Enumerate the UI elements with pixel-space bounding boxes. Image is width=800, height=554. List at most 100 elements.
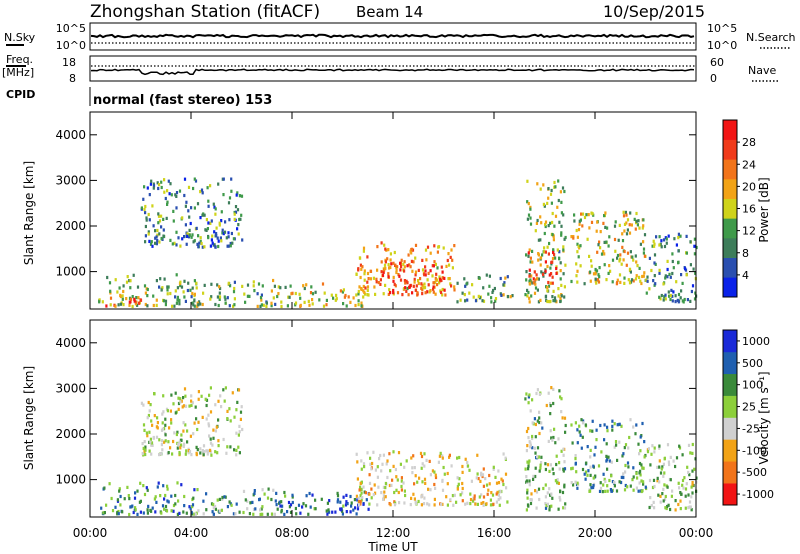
data-cell [551,438,554,442]
data-cell [618,422,621,426]
data-cell [464,502,467,506]
data-cell [628,435,631,440]
data-cell [541,253,544,257]
data-cell [461,470,464,474]
data-cell [559,498,562,502]
data-cell [663,244,667,249]
data-cell [211,443,214,447]
data-cell [491,493,495,497]
data-cell [193,292,196,296]
data-cell [234,512,237,516]
data-cell [655,235,658,239]
data-cell [143,492,147,497]
data-cell [389,469,392,473]
data-cell [362,249,365,253]
data-cell [400,479,403,483]
data-cell [205,228,208,232]
data-cell [411,269,414,273]
data-cell [664,506,667,510]
data-cell [597,243,600,247]
data-cell [399,278,403,282]
data-cell [233,303,236,307]
data-cell [387,275,390,279]
data-cell [686,465,689,469]
data-cell [229,244,232,248]
data-cell [564,502,567,506]
data-cell [418,476,421,480]
data-cell [336,498,340,502]
data-cell [366,285,370,289]
data-cell [529,205,532,209]
data-cell [416,291,419,295]
data-cell [547,252,550,256]
data-cell [536,455,539,459]
data-cell [277,292,280,296]
data-cell [181,405,184,409]
data-cell [552,248,555,252]
data-cell [556,205,559,209]
data-cell [485,502,488,506]
data-cell [675,243,678,247]
data-cell [576,486,579,490]
data-cell [563,416,567,420]
data-cell [359,485,362,489]
data-cell [638,226,641,230]
data-cell [190,510,193,515]
data-cell [206,452,209,456]
data-cell [205,417,208,421]
data-cell [366,280,369,284]
data-cell [422,502,426,506]
data-cell [531,260,534,264]
data-cell [529,207,532,211]
data-cell [187,209,190,213]
data-cell [187,281,190,285]
data-cell [547,187,550,191]
data-cell [101,300,104,304]
data-cell [160,214,163,218]
data-cell [628,223,631,227]
data-cell [530,492,533,496]
data-cell [183,387,187,391]
data-cell [400,264,403,268]
data-cell [235,193,238,197]
data-cell [216,498,219,502]
data-cell [626,251,630,255]
data-cell [221,495,224,500]
data-cell [241,238,244,242]
data-cell [662,499,665,503]
data-cell [445,264,448,268]
data-cell [163,277,166,281]
data-cell [553,427,556,431]
data-cell [227,201,231,205]
data-cell [314,290,317,294]
data-cell [380,469,383,473]
data-cell [395,488,398,492]
data-cell [638,461,642,466]
data-cell [145,218,148,222]
data-cell [548,487,551,491]
freq-label-2: [MHz] [2,66,34,79]
data-cell [563,506,567,510]
data-cell [241,427,244,432]
data-cell [206,227,209,231]
data-cell [481,474,484,479]
data-cell [420,503,423,507]
data-cell [673,237,676,241]
data-cell [605,442,608,446]
data-cell [370,467,373,471]
data-cell [564,235,567,240]
data-cell [226,445,229,449]
data-cell [373,285,376,289]
data-cell [355,494,358,498]
data-cell [356,477,359,481]
data-cell [638,452,641,456]
data-cell [650,452,653,456]
data-cell [200,241,203,246]
data-cell [178,511,181,515]
data-cell [562,272,565,276]
data-cell [218,295,222,299]
data-cell [691,483,694,487]
data-cell [666,267,669,272]
data-cell [636,476,639,480]
data-cell [256,292,259,296]
